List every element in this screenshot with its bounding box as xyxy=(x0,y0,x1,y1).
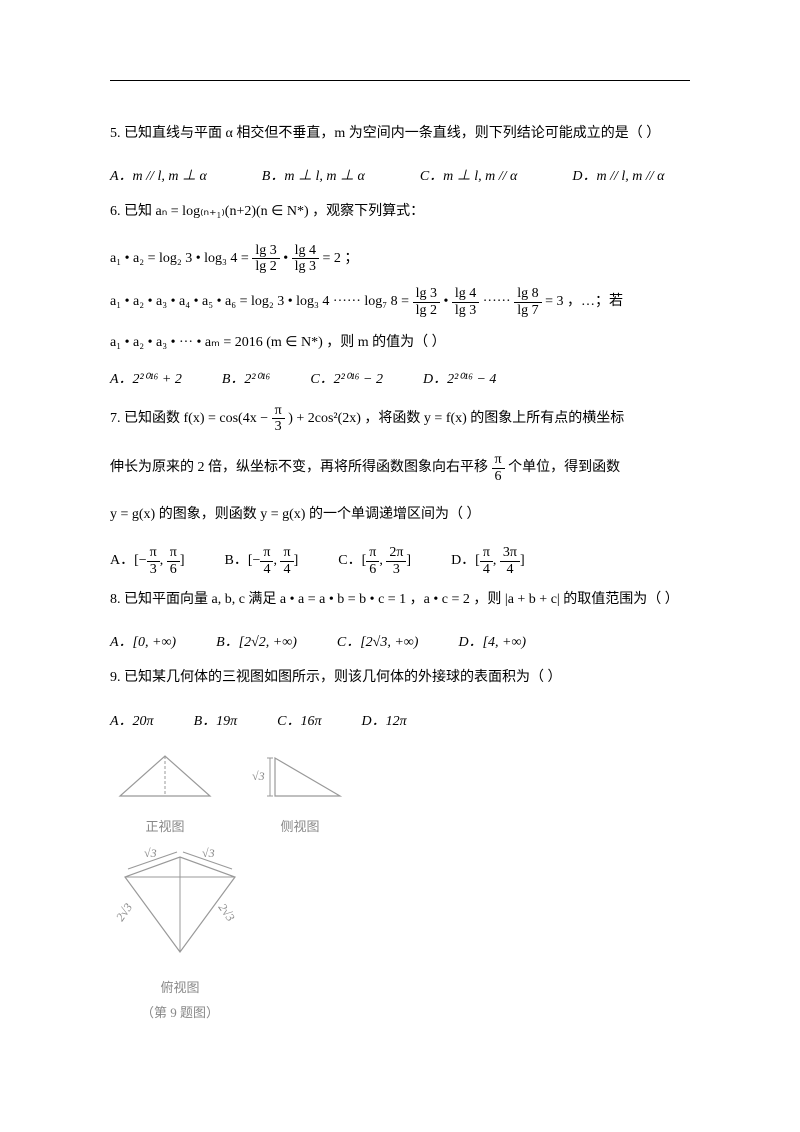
q9-opt-d: D．12π xyxy=(362,709,407,734)
q6-eq2: a₁ • a₂ • a₃ • a₄ • a₅ • a₆ = log₂ 3 • l… xyxy=(110,286,690,318)
side-height-label: √3 xyxy=(252,769,265,783)
svg-text:2√3: 2√3 xyxy=(216,900,238,923)
q9-figure: 正视图 √3 侧视图 √3 √3 xyxy=(110,746,690,1025)
top-label: 俯视图 xyxy=(110,976,250,999)
q8-text: 8. 已知平面向量 a, b, c 满足 a • a = a • b = b •… xyxy=(110,592,679,607)
q5-opt-a: A．m // l, m ⊥ α xyxy=(110,164,207,189)
q6-options: A．2²⁰¹⁶ + 2 B．2²⁰¹⁶ C．2²⁰¹⁶ − 2 D．2²⁰¹⁶ … xyxy=(110,367,690,392)
q6-eq1-lhs: a₁ • a₂ = log₂ 3 • log₃ 4 = xyxy=(110,251,252,266)
q6-opt-b: B．2²⁰¹⁶ xyxy=(222,367,270,392)
q8-options: A．[0, +∞) B．[2√2, +∞) C．[2√3, +∞) D．[4, … xyxy=(110,630,690,655)
q6-eq1-frac2: lg 4lg 3 xyxy=(292,243,319,275)
q6-eq1: a₁ • a₂ = log₂ 3 • log₃ 4 = lg 3lg 2 • l… xyxy=(110,243,690,275)
question-8: 8. 已知平面向量 a, b, c 满足 a • a = a • b = b •… xyxy=(110,587,690,612)
q7-opt-c: C．[π6, 2π3] xyxy=(338,545,411,577)
q5-text: 5. 已知直线与平面 α 相交但不垂直，m 为空间内一条直线，则下列结论可能成立… xyxy=(110,126,660,141)
top-view-svg: √3 √3 2√3 2√3 xyxy=(110,847,250,967)
question-6: 6. 已知 aₙ = log₍ₙ₊₁₎(n+2)(n ∈ N*) ，观察下列算式… xyxy=(110,199,690,224)
question-7: 7. 已知函数 f(x) = cos(4x − π3 ) + 2cos²(2x)… xyxy=(110,403,690,435)
q5-opt-d: D．m // l, m // α xyxy=(572,164,664,189)
q6-opt-d: D．2²⁰¹⁶ − 4 xyxy=(423,367,496,392)
side-label: 侧视图 xyxy=(250,815,350,838)
figure-caption: （第 9 题图） xyxy=(110,1001,250,1024)
svg-text:2√3: 2√3 xyxy=(113,900,135,923)
q5-opt-c: C．m ⊥ l, m // α xyxy=(420,164,518,189)
svg-text:√3: √3 xyxy=(202,847,215,860)
q6-eq3: a₁ • a₂ • a₃ • ··· • aₘ = 2016 (m ∈ N*) … xyxy=(110,330,690,355)
q7-opt-d: D．[π4, 3π4] xyxy=(451,545,525,577)
q7-options: A．[−π3, π6] B．[−π4, π4] C．[π6, 2π3] D．[π… xyxy=(110,545,690,577)
front-view: 正视图 xyxy=(110,746,220,839)
svg-text:√3: √3 xyxy=(144,847,157,860)
q7-line3: y = g(x) 的图象，则函数 y = g(x) 的一个单调递增区间为（ ） xyxy=(110,502,690,527)
q5-opt-b: B．m ⊥ l, m ⊥ α xyxy=(262,164,365,189)
q6-opt-c: C．2²⁰¹⁶ − 2 xyxy=(310,367,383,392)
q8-opt-d: D．[4, +∞) xyxy=(458,630,526,655)
q6-line3: a₁ • a₂ • a₃ • ··· • aₘ = 2016 (m ∈ N*) … xyxy=(110,335,446,350)
q7-opt-b: B．[−π4, π4] xyxy=(225,545,299,577)
q8-opt-c: C．[2√3, +∞) xyxy=(337,630,419,655)
q6-eq1-frac1: lg 3lg 2 xyxy=(252,243,279,275)
q6-intro: 6. 已知 aₙ = log₍ₙ₊₁₎(n+2)(n ∈ N*) ，观察下列算式… xyxy=(110,204,424,219)
q8-opt-b: B．[2√2, +∞) xyxy=(216,630,297,655)
q9-text: 9. 已知某几何体的三视图如图所示，则该几何体的外接球的表面积为（ ） xyxy=(110,670,562,685)
q5-options: A．m // l, m ⊥ α B．m ⊥ l, m ⊥ α C．m ⊥ l, … xyxy=(110,164,690,189)
q6-eq2-lhs: a₁ • a₂ • a₃ • a₄ • a₅ • a₆ = log₂ 3 • l… xyxy=(110,294,413,309)
q9-opt-b: B．19π xyxy=(194,709,238,734)
q9-opt-c: C．16π xyxy=(277,709,321,734)
q6-eq1-rhs: = 2 ； xyxy=(323,251,359,266)
front-label: 正视图 xyxy=(110,815,220,838)
side-view: √3 侧视图 xyxy=(250,746,350,839)
question-5: 5. 已知直线与平面 α 相交但不垂直，m 为空间内一条直线，则下列结论可能成立… xyxy=(110,121,690,146)
q6-opt-a: A．2²⁰¹⁶ + 2 xyxy=(110,367,182,392)
side-view-svg: √3 xyxy=(250,746,350,806)
q9-options: A．20π B．19π C．16π D．12π xyxy=(110,709,690,734)
q6-eq2-rhs: = 3 ，…；若 xyxy=(545,294,623,309)
front-view-svg xyxy=(110,746,220,806)
q7-line2: 伸长为原来的 2 倍，纵坐标不变，再将所得函数图象向右平移 π6 个单位，得到函… xyxy=(110,452,690,484)
q9-opt-a: A．20π xyxy=(110,709,154,734)
q7-opt-a: A．[−π3, π6] xyxy=(110,545,185,577)
top-view: √3 √3 2√3 2√3 俯视图 （第 9 题图） xyxy=(110,847,250,1025)
top-rule xyxy=(110,80,690,81)
q8-opt-a: A．[0, +∞) xyxy=(110,630,176,655)
question-9: 9. 已知某几何体的三视图如图所示，则该几何体的外接球的表面积为（ ） xyxy=(110,665,690,690)
